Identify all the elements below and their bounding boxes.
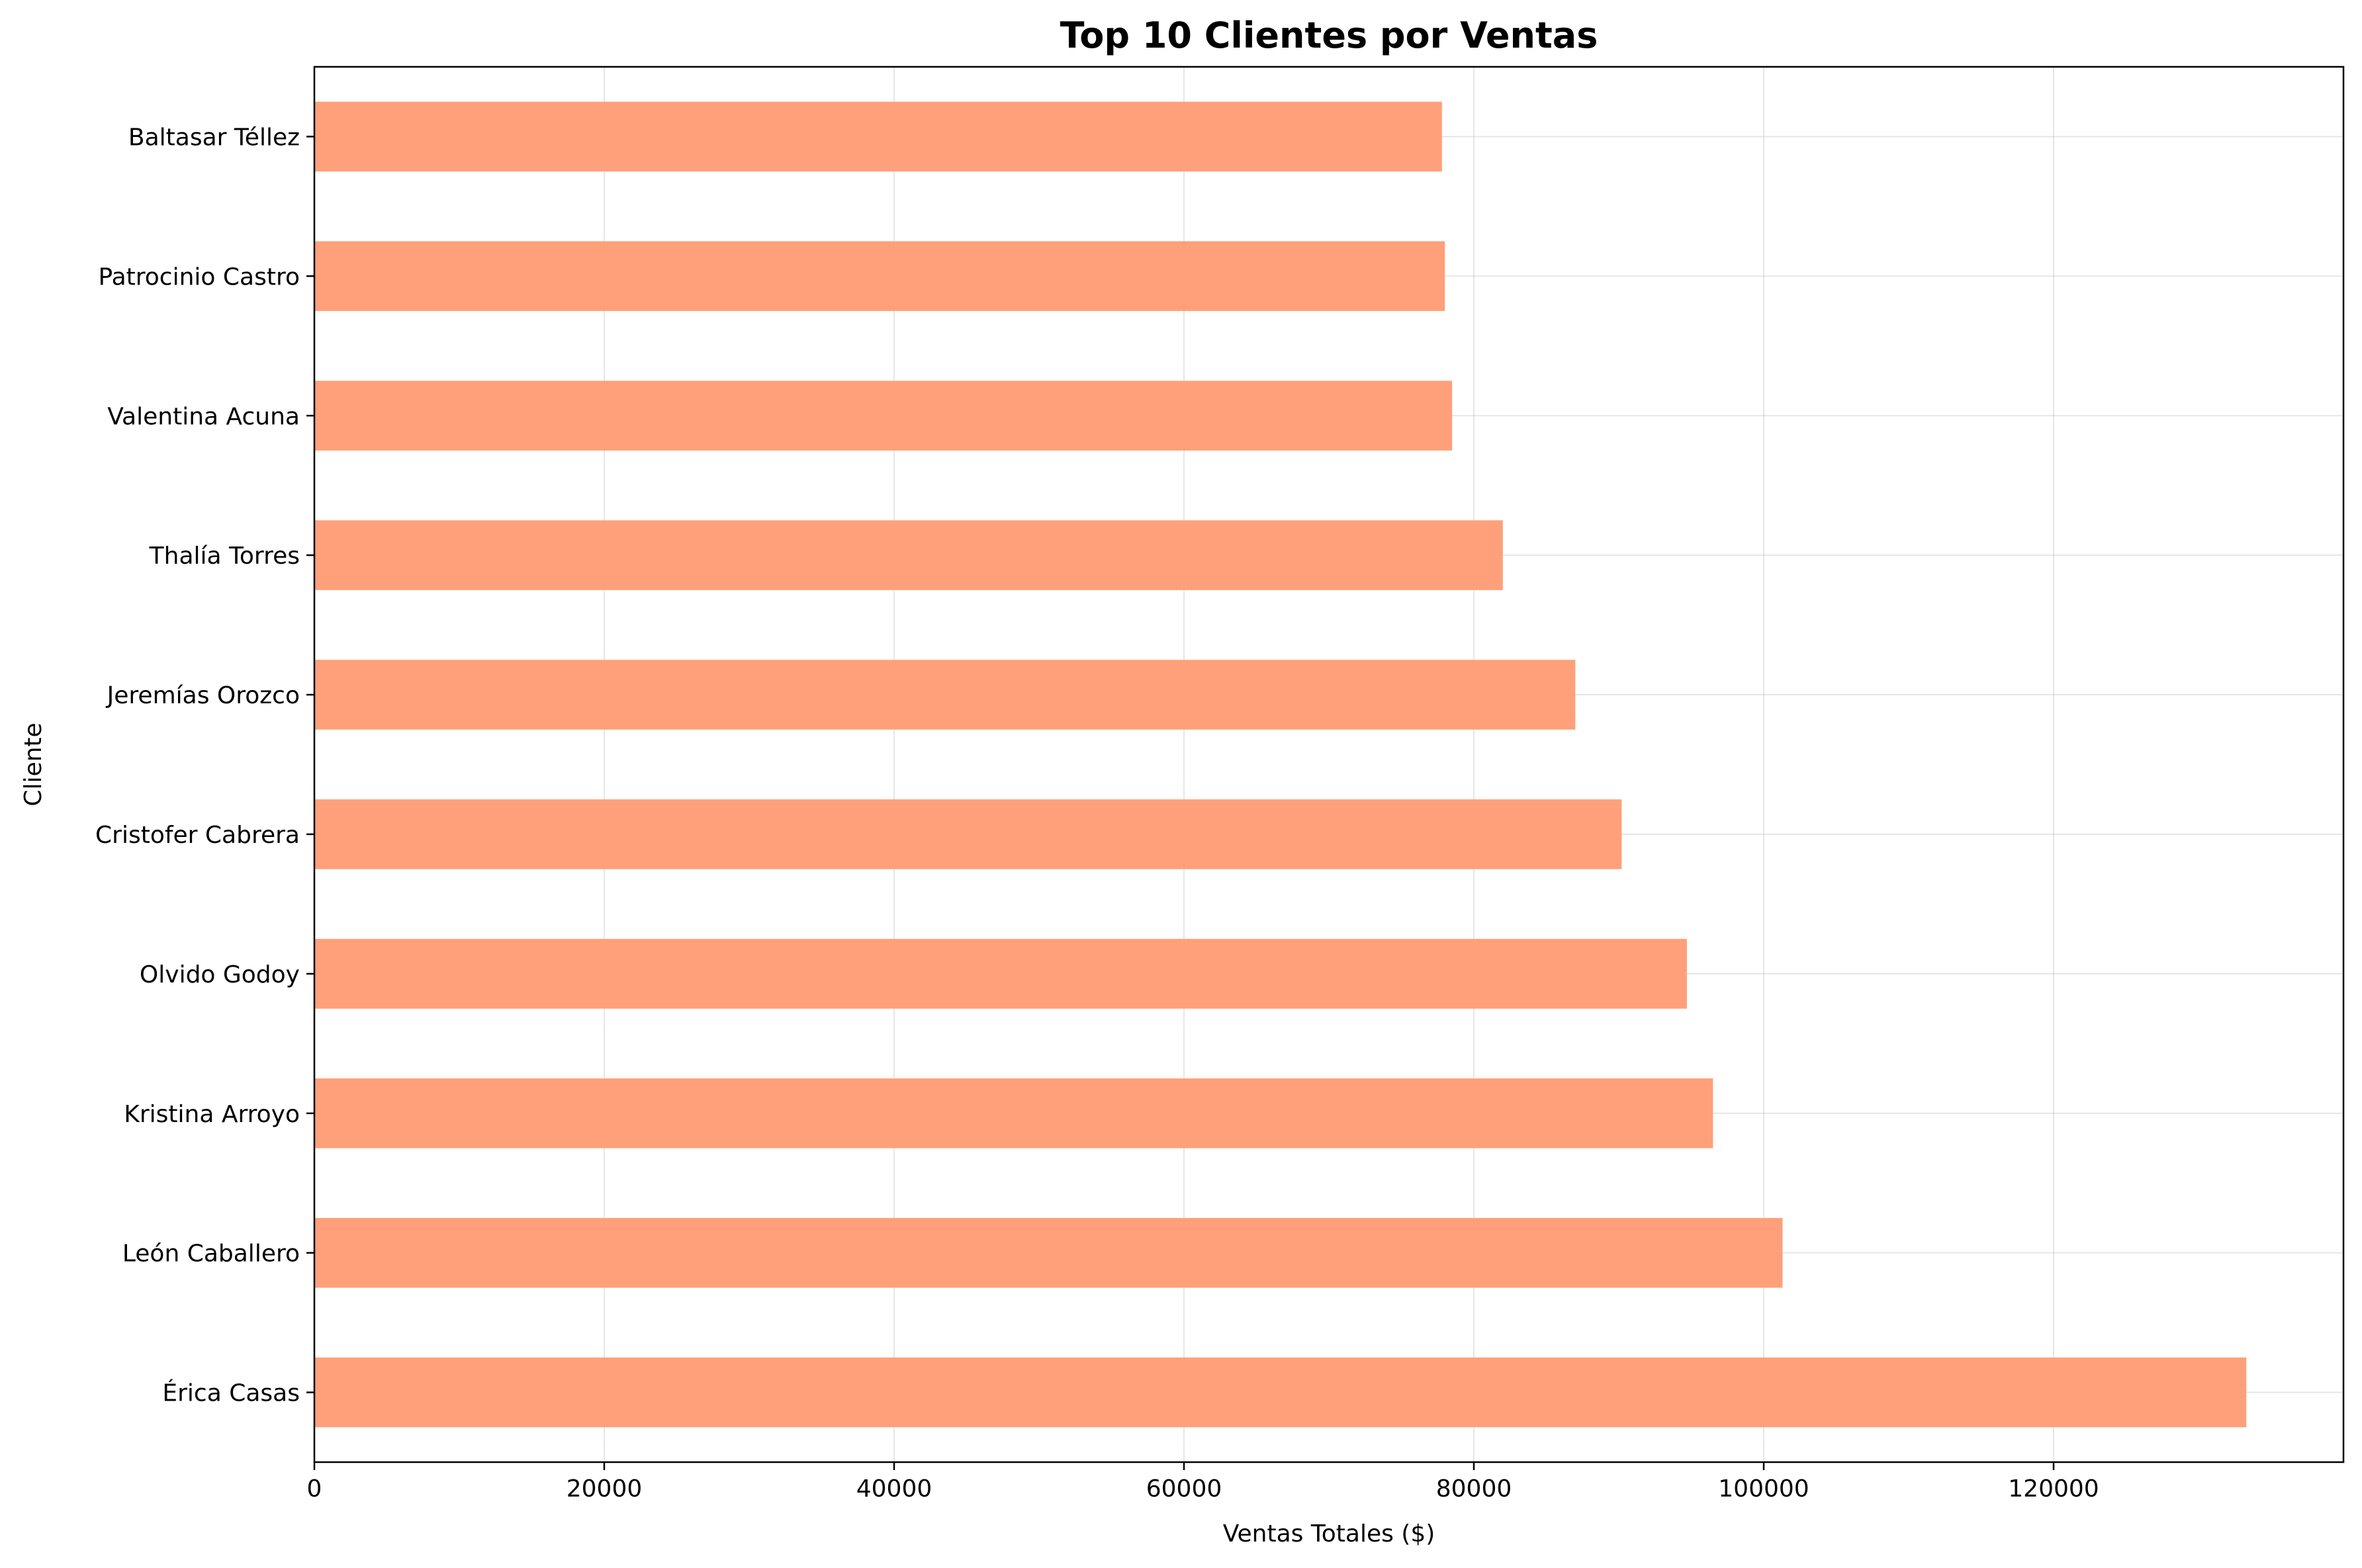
x-tick-label: 100000 (1718, 1475, 1809, 1503)
bar (314, 101, 1442, 172)
bar (314, 380, 1453, 451)
x-tick-label: 120000 (2008, 1475, 2099, 1503)
x-axis-label: Ventas Totales ($) (1223, 1520, 1435, 1547)
bar (314, 939, 1687, 1009)
y-tick-label: Cristofer Cabrera (95, 822, 300, 849)
y-tick-label: Jeremías Orozco (106, 682, 300, 709)
y-axis-ticks: Érica Casas León Caballero Kristina Arroyo… (95, 124, 314, 1407)
bar (314, 660, 1576, 730)
bars (314, 101, 2247, 1428)
x-tick-label: 80000 (1436, 1475, 1512, 1503)
y-tick-label: Kristina Arroyo (124, 1101, 300, 1128)
x-axis-ticks: 0 20000 40000 60000 80000 100000 120000 (307, 1462, 2099, 1503)
bar (314, 1078, 1713, 1149)
x-tick-label: 40000 (856, 1475, 932, 1503)
bar (314, 241, 1445, 312)
x-tick-label: 0 (307, 1475, 322, 1503)
bar (314, 520, 1503, 590)
x-tick-label: 20000 (567, 1475, 643, 1503)
bar (314, 799, 1622, 869)
y-tick-label: Olvido Godoy (140, 961, 300, 988)
y-tick-label: León Caballero (122, 1241, 300, 1268)
x-tick-label: 60000 (1146, 1475, 1222, 1503)
y-tick-label: Baltasar Téllez (128, 124, 300, 151)
bar (314, 1357, 2247, 1428)
y-tick-label: Patrocinio Castro (99, 263, 300, 290)
y-tick-label: Thalía Torres (149, 543, 300, 570)
y-tick-label: Valentina Acuna (107, 403, 300, 430)
bar (314, 1217, 1783, 1288)
y-axis-label: Cliente (20, 722, 47, 806)
y-tick-label: Érica Casas (162, 1379, 300, 1407)
plot-frame (313, 65, 2345, 1463)
chart-title: Top 10 Clientes por Ventas (1060, 15, 1598, 56)
